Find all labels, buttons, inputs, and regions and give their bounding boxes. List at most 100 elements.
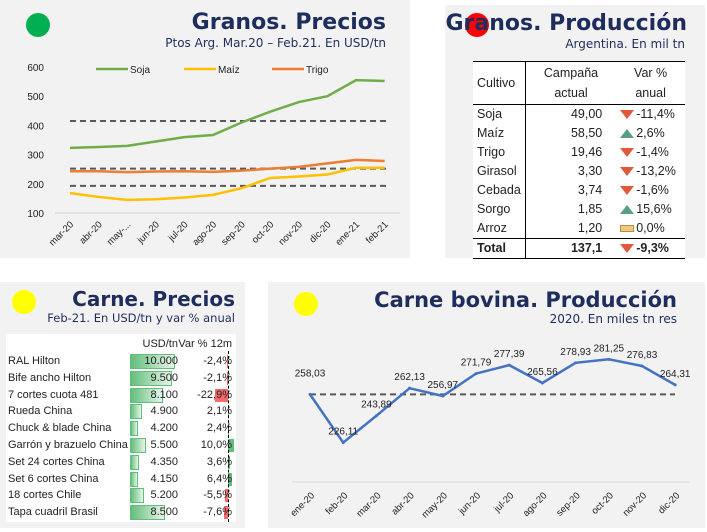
y-tick-label: 400 xyxy=(27,121,44,132)
data-point xyxy=(441,394,445,398)
usd-value: 10.000 xyxy=(144,355,178,367)
x-tick-label: ene-20 xyxy=(288,490,317,519)
usd-data-bar xyxy=(130,387,163,403)
cut-name: Garrón y brazuelo China xyxy=(8,439,128,451)
table-row: Maíz 58,50 2,6% xyxy=(473,124,685,143)
x-tick-label: ago-20 xyxy=(190,219,219,248)
cultivo-cell: Cebada xyxy=(473,181,526,200)
valor-cell: 58,50 xyxy=(570,126,603,140)
var-value: 2,4% xyxy=(206,422,232,435)
y-tick-label: 600 xyxy=(27,63,44,74)
x-tick-label: feb-21 xyxy=(364,219,391,246)
var-data-bar xyxy=(215,388,228,402)
var-cell: 0,0% xyxy=(616,219,685,239)
y-tick-label: 300 xyxy=(27,151,44,162)
usd-data-bar xyxy=(130,454,139,470)
valor-cell: 1,85 xyxy=(577,202,603,216)
valor-cell: 19,46 xyxy=(570,145,603,159)
x-tick-label: sep-20 xyxy=(554,490,582,518)
usd-value: 4.200 xyxy=(150,422,178,435)
var-data-bar xyxy=(228,439,234,452)
data-point xyxy=(341,441,345,445)
x-tick-label: jul-20 xyxy=(166,219,191,244)
var-value: -13,2% xyxy=(636,164,676,178)
table-row: Arroz 1,20 0,0% xyxy=(473,219,685,239)
x-tick-label: abr-20 xyxy=(78,219,105,246)
var-value: 2,6% xyxy=(636,126,665,140)
status-dot-red xyxy=(465,13,489,37)
var-cell: -1,6% xyxy=(616,181,685,200)
data-label: 281,25 xyxy=(594,343,625,354)
var-value: 2,1% xyxy=(206,405,232,418)
usd-data-bar xyxy=(130,438,147,453)
data-point xyxy=(574,361,578,365)
var-value: 15,6% xyxy=(636,202,672,216)
series-line-Maíz xyxy=(69,166,385,202)
data-point xyxy=(507,363,511,367)
var-data-bar xyxy=(228,472,232,486)
data-point xyxy=(540,381,544,385)
cultivo-cell: Girasol xyxy=(473,162,526,181)
panel-subtitle: Argentina. En mil tn xyxy=(565,37,685,51)
table-row: Tapa cuadril Brasil 8.500 -7,6% xyxy=(6,504,236,521)
valor-cell: 49,00 xyxy=(570,107,603,121)
y-tick-label: 100 xyxy=(27,209,44,220)
table-row: Garrón y brazuelo China 5.500 10,0% xyxy=(6,437,236,454)
series-line-Trigo xyxy=(70,158,385,174)
x-tick-label: may-20 xyxy=(420,490,450,520)
usd-value: 8.500 xyxy=(150,506,178,519)
x-tick-label: jun-20 xyxy=(135,219,162,246)
var-data-bar xyxy=(224,489,228,503)
header-var: Var % anual xyxy=(616,61,685,105)
x-tick-label: jul-20 xyxy=(491,490,516,515)
x-tick-label: mar-20 xyxy=(47,219,76,248)
var-axis-line xyxy=(228,351,229,522)
data-label: 226,11 xyxy=(328,427,358,438)
granos-precios-chart: 100 200 300 400 500 600 mar-20 abr-20 may-... jun… xyxy=(27,63,400,248)
usd-data-bar xyxy=(130,404,143,420)
legend-label: Trigo xyxy=(306,65,329,76)
var-data-bar xyxy=(226,355,228,368)
table-row: Cebada 3,74 -1,6% xyxy=(473,181,685,200)
status-dot-green xyxy=(26,13,50,37)
table-row: Set 24 cortes China 4.350 3,6% xyxy=(6,454,236,471)
x-tick-label: dic-20 xyxy=(656,490,682,516)
var-value: -11,4% xyxy=(636,107,675,121)
carne-produccion-panel: Carne bovina. Producción 2020. En miles … xyxy=(268,282,705,528)
table-row: 7 cortes cuota 481 8.100 -22,9% xyxy=(6,387,236,404)
cut-name: Tapa cuadril Brasil xyxy=(8,506,98,519)
usd-data-bar xyxy=(130,505,166,521)
y-tick-label: 200 xyxy=(27,180,44,191)
cut-name: 7 cortes cuota 481 xyxy=(8,388,99,401)
var-value: 10,0% xyxy=(200,439,232,451)
cultivo-cell: Sorgo xyxy=(473,200,526,219)
var-cell: -1,4% xyxy=(616,143,685,162)
data-point xyxy=(374,414,378,418)
table-row: Total 137,1 -9,3% xyxy=(473,238,685,259)
cultivo-cell: Maíz xyxy=(473,124,526,143)
var-value: -5,5% xyxy=(203,489,232,502)
x-tick-label: sep-20 xyxy=(219,219,247,247)
cut-name: RAL Hilton xyxy=(8,355,61,367)
usd-value: 4.150 xyxy=(150,472,178,485)
y-tick-label: 500 xyxy=(27,92,44,103)
panel-subtitle: Ptos Arg. Mar.20 – Feb.21. En USD/tn xyxy=(165,36,386,50)
status-dot-yellow xyxy=(12,290,36,314)
header-var: Var % 12m xyxy=(178,338,232,350)
header-campana: Campaña actual xyxy=(525,61,617,105)
var-value: -9,3% xyxy=(636,241,669,255)
valor-cell: 3,74 xyxy=(577,183,603,197)
var-cell: 2,6% xyxy=(616,124,685,143)
var-value: -22,9% xyxy=(197,388,232,401)
data-point xyxy=(640,364,644,368)
var-value: 0,0% xyxy=(636,221,665,235)
cultivo-cell: Arroz xyxy=(473,219,526,239)
series-line-Soja xyxy=(69,78,385,150)
x-tick-label: nov-20 xyxy=(277,219,305,247)
granos-produccion-panel: Granos. Producción Argentina. En mil tn … xyxy=(445,5,705,259)
var-data-bar xyxy=(223,506,228,520)
header-cultivo: Cultivo xyxy=(473,61,526,105)
cultivo-cell: Total xyxy=(473,238,526,259)
data-label: 265,56 xyxy=(527,367,558,378)
x-tick-label: feb-20 xyxy=(323,490,350,517)
